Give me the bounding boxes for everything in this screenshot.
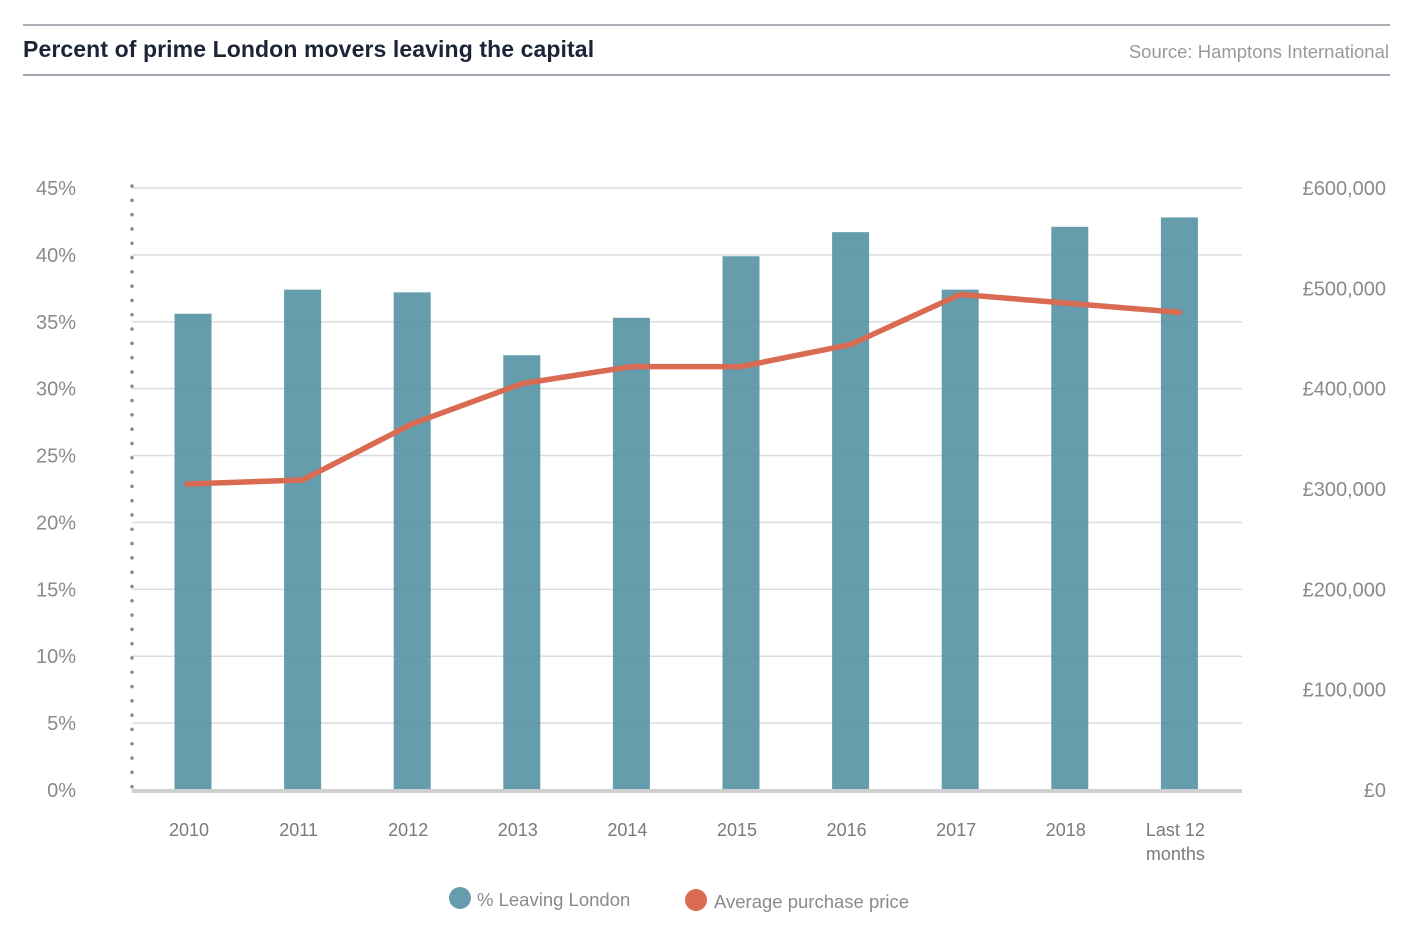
bar	[1051, 226, 1089, 791]
line-series	[184, 291, 1183, 487]
left-tick-label: 45%	[36, 178, 76, 200]
bar	[284, 289, 322, 790]
right-tick-label: £400,000	[1303, 379, 1386, 401]
right-axis-ticks: £0 £100,000 £200,000 £300,000 £400,000 £500,0…	[1303, 178, 1386, 802]
category-label: 2017	[936, 820, 976, 840]
bar	[722, 256, 760, 790]
category-label: Last 12	[1146, 820, 1205, 840]
header-bottom-rule	[23, 74, 1390, 76]
bar	[941, 289, 979, 790]
chart-title: Percent of prime London movers leaving t…	[23, 36, 595, 62]
right-tick-label: £100,000	[1303, 680, 1386, 702]
right-tick-label: £600,000	[1303, 178, 1386, 200]
bar	[832, 232, 870, 790]
left-tick-label: 25%	[36, 446, 76, 468]
legend: % Leaving London Average purchase price	[449, 887, 909, 912]
category-label: 2015	[717, 820, 757, 840]
left-tick-label: 0%	[47, 780, 76, 802]
category-axis-labels: 2010 2011 2012 2013 2014 2015 2016 2017 2018 Last…	[169, 820, 1205, 864]
left-tick-label: 20%	[36, 512, 76, 534]
right-tick-label: £500,000	[1303, 278, 1386, 300]
category-label: 2013	[498, 820, 538, 840]
header-top-rule	[23, 24, 1390, 26]
bar-series	[174, 217, 1198, 791]
left-tick-label: 5%	[47, 713, 76, 735]
legend-swatch	[449, 887, 471, 909]
category-label: 2010	[169, 820, 209, 840]
bar	[503, 355, 541, 790]
left-tick-label: 30%	[36, 379, 76, 401]
right-tick-label: £300,000	[1303, 479, 1386, 501]
category-label: 2011	[279, 820, 318, 840]
category-label: 2012	[388, 820, 428, 840]
left-tick-label: 35%	[36, 312, 76, 334]
left-tick-label: 40%	[36, 245, 76, 267]
legend-item: Average purchase price	[685, 889, 909, 912]
right-tick-label: £0	[1364, 780, 1386, 802]
right-tick-label: £200,000	[1303, 579, 1386, 601]
legend-label: Average purchase price	[714, 891, 909, 912]
legend-label: % Leaving London	[477, 889, 630, 910]
source-note: Source: Hamptons International	[1128, 41, 1389, 62]
price-line	[184, 291, 1183, 487]
left-tick-label: 10%	[36, 646, 76, 668]
bar	[612, 317, 650, 790]
category-label: 2014	[607, 820, 647, 840]
category-label: 2016	[827, 820, 867, 840]
category-label: months	[1146, 844, 1205, 864]
left-tick-label: 15%	[36, 579, 76, 601]
bar	[393, 292, 431, 790]
legend-item: % Leaving London	[449, 887, 630, 910]
axes	[130, 184, 1242, 793]
legend-swatch	[685, 889, 707, 911]
bar	[1160, 217, 1198, 791]
left-axis-ticks: 0% 5% 10% 15% 20% 25% 30% 35% 40% 45%	[36, 178, 76, 802]
bar	[174, 313, 212, 790]
category-label: 2018	[1046, 820, 1086, 840]
